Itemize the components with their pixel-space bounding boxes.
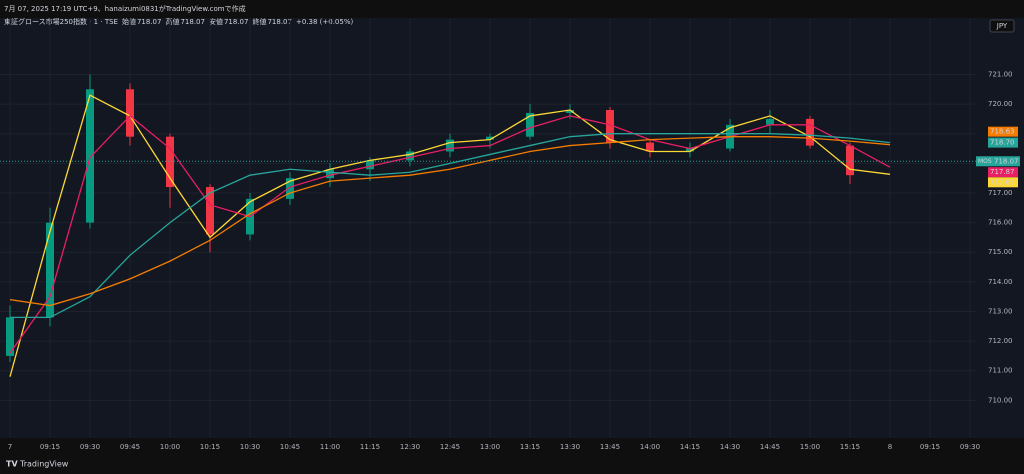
ma-line: [9, 115, 891, 354]
price-tag-bg: [976, 156, 1020, 167]
legend-text: +0.38 (+0.05%): [296, 18, 354, 26]
x-tick-label: 13:00: [480, 443, 500, 451]
y-tick-label: 717.00: [988, 189, 1013, 197]
candle-body: [766, 118, 774, 125]
legend-text: 始値: [122, 17, 136, 26]
x-tick-label: 09:45: [120, 443, 140, 451]
candle-body: [406, 151, 414, 161]
price-tag-bg: [988, 177, 1018, 188]
legend: 東証グロース市場250指数 · 1 · TSE 始値 718.07 高値 718.07 安…: [4, 17, 353, 26]
currency: JPY: [996, 22, 1008, 30]
candle-body: [806, 118, 814, 146]
x-tick-label: 14:30: [720, 443, 740, 451]
y-tick-label: 712.00: [988, 337, 1013, 345]
x-tick-label: 13:30: [560, 443, 580, 451]
x-tick-label: 15:00: [800, 443, 820, 451]
y-tick-label: 711.00: [988, 367, 1013, 375]
legend-text: 718.07: [137, 18, 162, 26]
x-tick-label: 10:00: [160, 443, 180, 451]
legend-text: 安値: [209, 17, 223, 26]
plot-bg: [0, 18, 976, 438]
candle-body: [446, 139, 454, 152]
x-tick-label: 09:15: [920, 443, 940, 451]
x-tick-label: 09:30: [80, 443, 100, 451]
footer: TradingView: [19, 460, 69, 469]
y-tick-label: 714.00: [988, 278, 1013, 286]
ma-line: [9, 94, 891, 377]
candle-body: [606, 110, 614, 143]
x-tick-label: 8: [888, 443, 892, 451]
price-tag-bg: [988, 126, 1018, 137]
y-tick-label: 713.00: [988, 307, 1013, 315]
x-tick-label: 13:15: [520, 443, 540, 451]
x-tick-label: 15:15: [840, 443, 860, 451]
ma-line: [10, 133, 891, 319]
ma-line: [9, 136, 891, 307]
candle-body: [646, 142, 654, 152]
candle-body: [286, 178, 294, 199]
y-tick-label: 720.00: [988, 100, 1013, 108]
x-tick-label: 14:15: [680, 443, 700, 451]
legend-text: 718.07: [267, 18, 292, 26]
x-tick-label: 10:45: [280, 443, 300, 451]
x-tick-label: 14:45: [760, 443, 780, 451]
y-tick-label: 721.00: [988, 70, 1013, 78]
candle-body: [486, 136, 494, 140]
logo: TV: [6, 460, 18, 469]
x-tick-label: 10:30: [240, 443, 260, 451]
currency-box[interactable]: [989, 19, 1015, 33]
legend-text: 高値: [165, 17, 179, 26]
x-tick-label: 09:15: [40, 443, 60, 451]
axis-bg: [976, 18, 1024, 438]
price-tag: 718.07: [994, 157, 1019, 165]
candle-body: [686, 148, 694, 152]
y-tick-label: 716.00: [988, 219, 1013, 227]
x-tick-label: 11:15: [360, 443, 380, 451]
x-tick-label: 11:00: [320, 443, 340, 451]
price-tag: 718.63: [990, 128, 1015, 136]
x-tick-label: 7: [8, 443, 12, 451]
x-tick-label: 12:30: [400, 443, 420, 451]
x-tick-label: 10:15: [200, 443, 220, 451]
candle-body: [86, 89, 94, 223]
legend-text: 718.07: [224, 18, 249, 26]
price-tag-bg: [988, 167, 1018, 178]
legend-text: 718.07: [180, 18, 205, 26]
candle-body: [6, 317, 14, 356]
x-tick-label: 09:30: [960, 443, 980, 451]
candle-body: [206, 187, 214, 235]
y-tick-label: 715.00: [988, 248, 1013, 256]
legend-text: 終値: [252, 17, 266, 26]
candle-body: [566, 110, 574, 113]
candle-body: [126, 89, 134, 137]
candle-body: [846, 145, 854, 176]
x-tick-label: 13:45: [600, 443, 620, 451]
price-tag: 718.70: [990, 139, 1015, 147]
price-tag: 717.63: [990, 178, 1015, 186]
price-tag: 717.87: [990, 168, 1015, 176]
price-tag-name: MOS: [978, 158, 992, 165]
candle-body: [366, 160, 374, 170]
candle-body: [326, 169, 334, 179]
y-tick-label: 710.00: [988, 396, 1013, 404]
candle-body: [166, 136, 174, 188]
header: 7月 07, 2025 17:19 UTC+9、hanaizumi0831がTr…: [4, 4, 246, 13]
x-tick-label: 14:00: [640, 443, 660, 451]
price-tag-bg: [988, 137, 1018, 148]
candle-body: [526, 112, 534, 137]
legend-text: 東証グロース市場250指数 · 1 · TSE: [4, 17, 118, 26]
x-tick-label: 12:45: [440, 443, 460, 451]
candle-body: [46, 222, 54, 318]
